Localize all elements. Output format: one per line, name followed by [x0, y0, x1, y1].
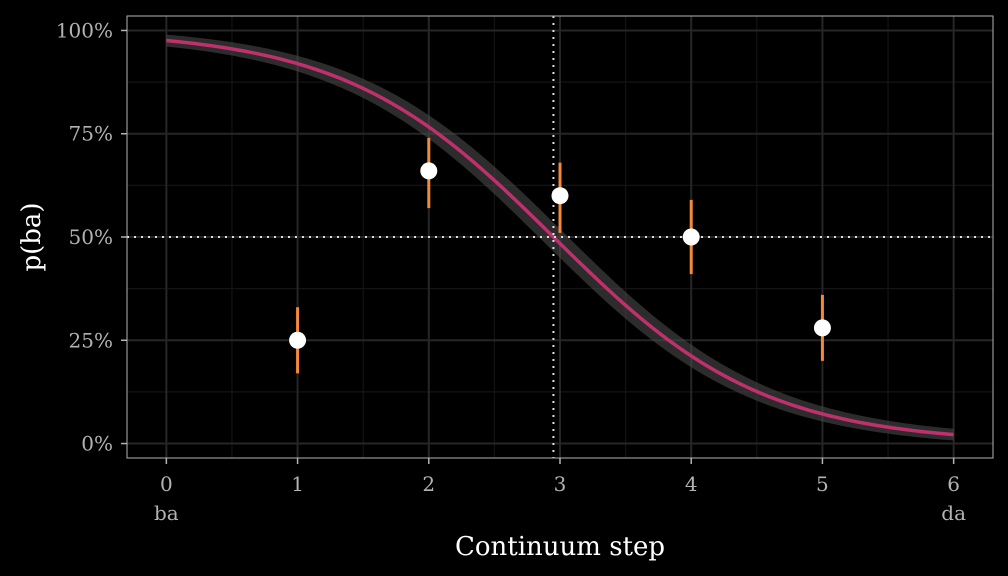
- fit-curve-layer: [166, 38, 954, 437]
- data-point: [813, 319, 831, 337]
- y-tick-label: 75%: [69, 122, 113, 146]
- data-point: [420, 162, 438, 180]
- x-tick-label: 1: [291, 472, 304, 496]
- y-tick-label: 25%: [69, 328, 113, 352]
- y-axis-title: p(ba): [17, 202, 47, 271]
- x-tick-label: 2: [422, 472, 435, 496]
- x-axis-title: Continuum step: [455, 532, 665, 562]
- x-tick-label: 0: [160, 472, 173, 496]
- y-tick-label: 50%: [69, 225, 113, 249]
- x-tick-label: 5: [816, 472, 829, 496]
- fit-curve: [166, 38, 954, 437]
- x-endpoint-label-left: ba: [154, 501, 179, 525]
- x-endpoint-label-right: da: [941, 501, 966, 525]
- data-point: [682, 228, 700, 246]
- confidence-band: [166, 34, 954, 441]
- data-point: [551, 187, 569, 205]
- y-axis-ticks: 0% 25% 50% 75% 100%: [56, 18, 127, 456]
- y-tick-label: 0%: [81, 432, 113, 456]
- x-tick-label: 4: [685, 472, 698, 496]
- x-axis-ticks: 0 1 2 3 4 5 6: [160, 458, 960, 496]
- x-tick-label: 3: [554, 472, 567, 496]
- y-tick-label: 100%: [56, 18, 113, 42]
- x-tick-label: 6: [947, 472, 960, 496]
- data-point: [289, 331, 307, 349]
- data-points: [289, 162, 831, 349]
- confidence-band-layer: [166, 34, 954, 441]
- reference-lines: [127, 16, 993, 458]
